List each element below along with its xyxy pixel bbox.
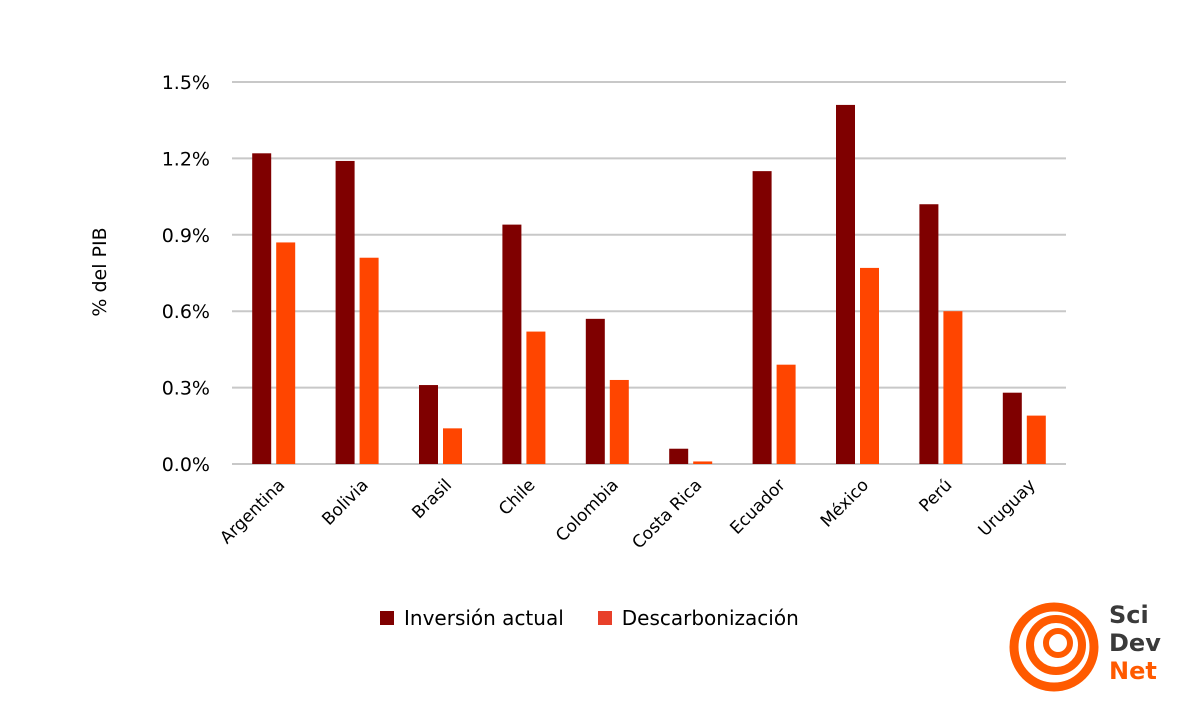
bar-descarbonizacion	[943, 311, 963, 464]
y-axis-label: % del PIB	[89, 227, 111, 316]
bar-descarbonizacion	[1026, 415, 1046, 464]
x-tick-label: Perú	[916, 475, 957, 516]
logo-wordmark: Sci Dev Net	[1109, 601, 1161, 685]
y-tick-label: 0.9%	[162, 225, 210, 247]
logo-swirl-icon	[1009, 602, 1099, 692]
bar-inversion	[836, 104, 855, 465]
bar-descarbonizacion	[276, 242, 296, 464]
bar-descarbonizacion	[776, 364, 796, 464]
bar-descarbonizacion	[443, 428, 462, 464]
bars	[252, 104, 1046, 465]
y-tick-label: 0.0%	[162, 454, 210, 476]
bar-descarbonizacion	[860, 267, 879, 464]
bar-descarbonizacion	[359, 257, 379, 464]
x-tick-label: México	[817, 475, 873, 531]
x-tick-labels: Argentina Bolivia Brasil Chile Colombia Costa…	[216, 475, 1039, 553]
bar-inversion	[669, 448, 689, 464]
bar-inversion	[419, 385, 438, 464]
y-tick-label: 1.2%	[162, 148, 210, 170]
legend-label-inversion: Inversión actual	[404, 606, 564, 630]
x-tick-label: Costa Rica	[629, 475, 707, 553]
y-tick-label: 0.6%	[162, 301, 210, 323]
x-tick-label: Ecuador	[726, 475, 789, 538]
legend-swatch-inversion	[380, 611, 394, 625]
x-tick-label: Argentina	[216, 475, 289, 548]
legend-item-inversion: Inversión actual	[380, 606, 564, 630]
bar-inversion	[502, 224, 522, 464]
bar-inversion	[752, 171, 772, 464]
bar-inversion	[1002, 392, 1022, 464]
gridlines	[232, 81, 1066, 465]
bar-descarbonizacion	[526, 331, 546, 464]
bar-inversion	[919, 204, 939, 465]
y-tick-labels: 0.0% 0.3% 0.6% 0.9% 1.2% 1.5%	[162, 72, 210, 476]
x-tick-label: Uruguay	[975, 475, 1040, 540]
bar-descarbonizacion	[609, 379, 629, 464]
logo-text-net: Net	[1109, 657, 1157, 685]
bar-inversion	[585, 318, 605, 464]
y-tick-label: 0.3%	[162, 378, 210, 400]
bar-descarbonizacion	[693, 461, 713, 464]
bar-inversion	[335, 160, 355, 465]
x-tick-label: Bolivia	[318, 475, 372, 529]
legend: Inversión actual Descarbonización	[380, 606, 799, 630]
logo-text-dev: Dev	[1109, 629, 1161, 657]
scidevnet-logo: Sci Dev Net	[1008, 601, 1178, 692]
bar-inversion	[252, 153, 272, 464]
x-tick-label: Colombia	[552, 475, 623, 546]
x-tick-label: Chile	[495, 475, 539, 519]
x-tick-label: Brasil	[408, 475, 456, 523]
legend-swatch-descarbonizacion	[597, 611, 612, 625]
logo-text-sci: Sci	[1109, 601, 1149, 629]
legend-label-descarbonizacion: Descarbonización	[621, 606, 799, 630]
legend-item-descarbonizacion: Descarbonización	[597, 606, 799, 630]
y-tick-label: 1.5%	[162, 72, 210, 94]
